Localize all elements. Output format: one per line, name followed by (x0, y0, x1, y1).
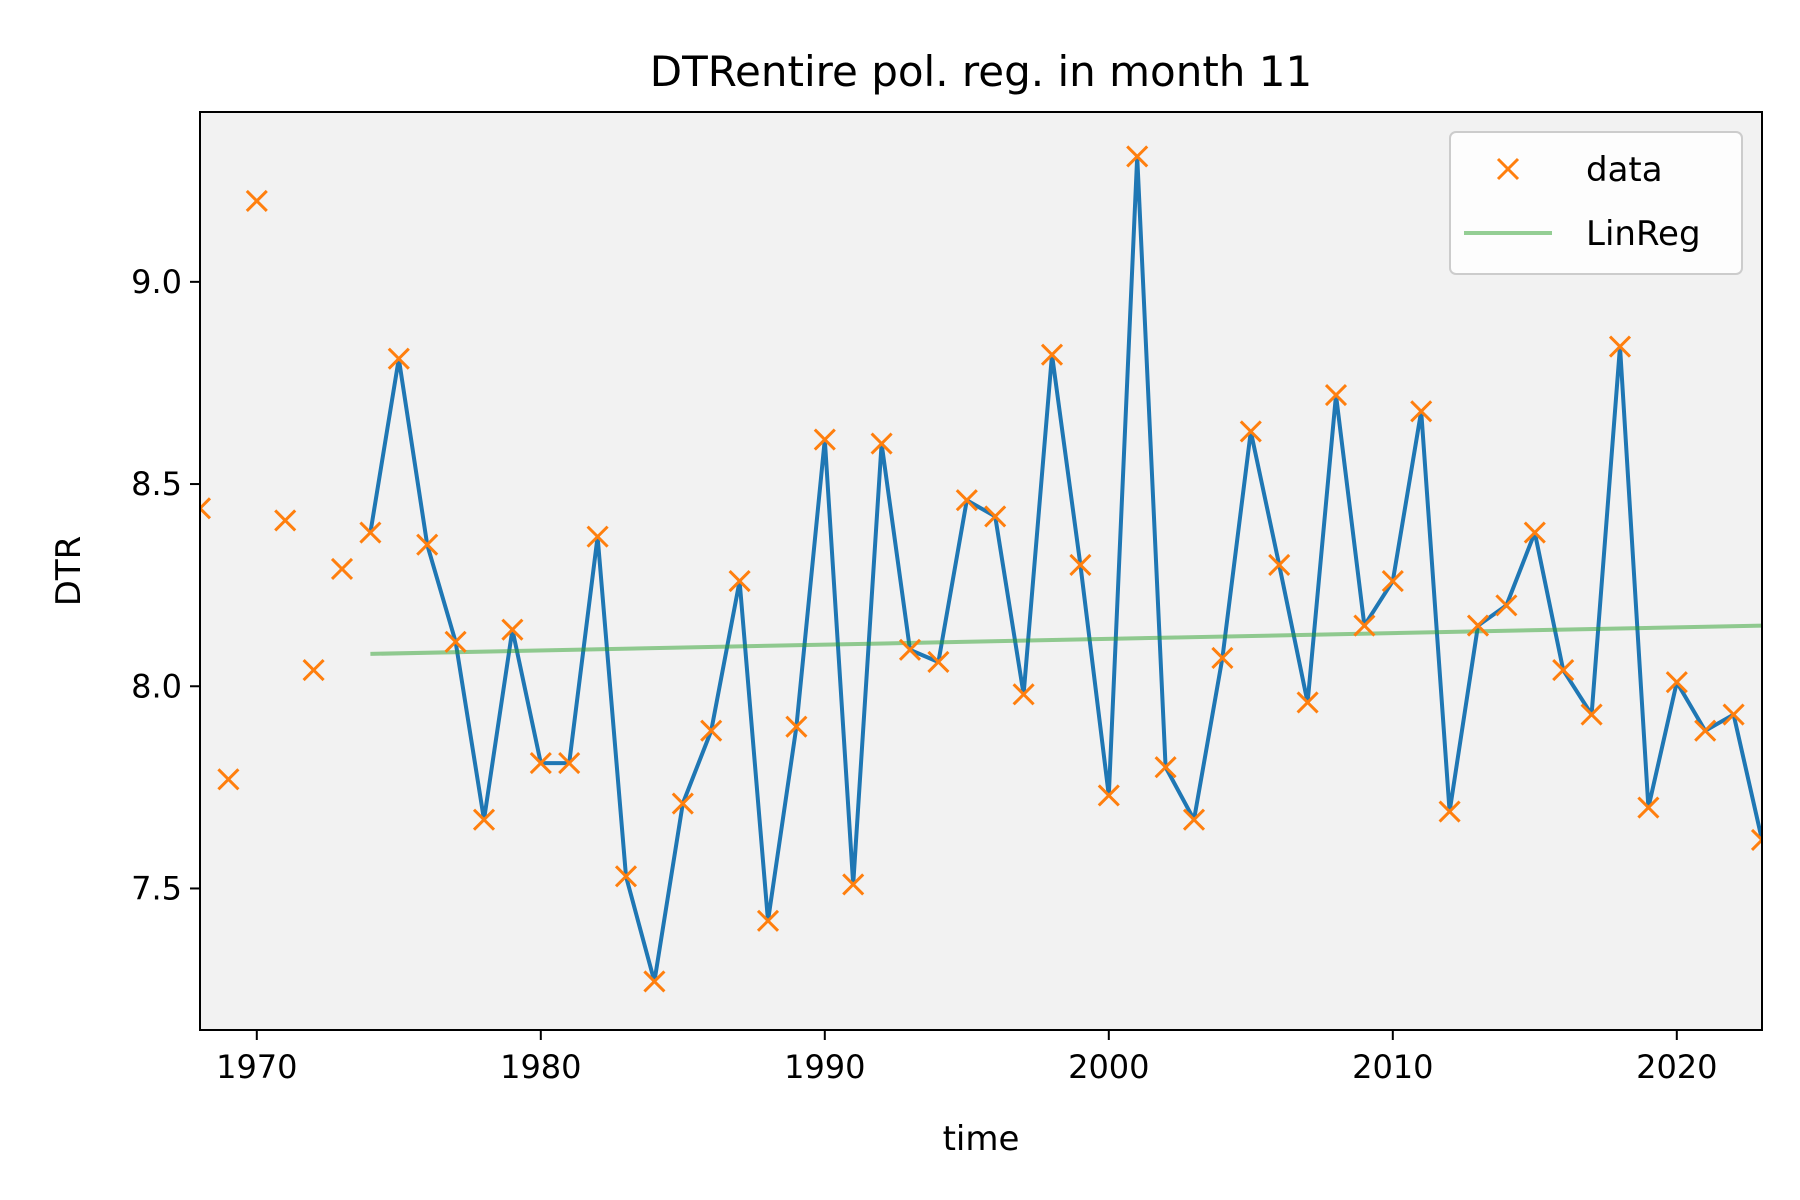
data-point (728, 570, 751, 593)
data-point (1126, 145, 1149, 168)
data-point (1637, 796, 1660, 819)
data-point (643, 970, 666, 993)
data-point (1665, 671, 1688, 694)
data-point (614, 865, 638, 888)
data-point (387, 347, 410, 370)
data-point (1353, 614, 1376, 637)
y-axis-ticks: 7.5 8.0 8.5 9.0 (131, 263, 200, 907)
data-point (955, 489, 978, 512)
data-point (984, 505, 1007, 528)
legend-marker-data (1496, 157, 1520, 181)
legend-label-linreg: LinReg (1586, 214, 1701, 254)
data-point (274, 509, 297, 532)
x-tick-label: 1970 (216, 1048, 297, 1086)
data-point (359, 521, 382, 544)
linreg-line (370, 623, 1762, 656)
data-point (813, 428, 836, 451)
data-point (416, 533, 439, 556)
data-point (529, 752, 552, 775)
data-point (870, 432, 893, 455)
data-point (1580, 703, 1603, 726)
series-layer (200, 145, 1762, 993)
data-point (1523, 521, 1546, 544)
data-point (927, 650, 950, 674)
data-point (756, 909, 780, 932)
data-point (1722, 703, 1745, 726)
data-point (558, 752, 581, 775)
data-point (444, 630, 467, 653)
x-axis-label: time (943, 1119, 1020, 1159)
y-tick-label: 8.5 (131, 465, 182, 503)
data-point (842, 873, 865, 896)
x-axis-ticks: 1970 1980 1990 2000 2010 2020 (216, 1030, 1718, 1086)
data-point (1268, 553, 1291, 576)
data-point (1040, 343, 1064, 366)
y-tick-label: 7.5 (131, 869, 182, 907)
data-point (1324, 384, 1348, 407)
data-point (1154, 756, 1177, 779)
data-point (586, 525, 609, 548)
series-line (368, 154, 1762, 984)
plot-frame (199, 111, 1763, 1031)
data-point (1466, 614, 1490, 637)
data-point (245, 189, 268, 213)
data-point (217, 768, 240, 791)
legend-box (1449, 131, 1743, 275)
data-point (1410, 400, 1433, 423)
x-tick-label: 2000 (1068, 1048, 1149, 1086)
data-point (700, 719, 723, 742)
data-point (1694, 719, 1717, 742)
data-point (1552, 659, 1575, 682)
x-tick-label: 1990 (784, 1048, 865, 1086)
data-point (1750, 828, 1762, 851)
y-axis-label: DTR (49, 536, 89, 607)
data-point (1069, 553, 1092, 576)
data-point (898, 638, 922, 661)
data-point (1381, 570, 1404, 593)
data-point (1097, 784, 1120, 807)
data-point (1438, 800, 1461, 823)
data-point (1211, 646, 1234, 670)
data-point (671, 792, 694, 815)
data-point (1239, 420, 1262, 443)
y-tick-label: 9.0 (131, 263, 182, 301)
data-point (1012, 683, 1035, 706)
legend: data LinReg (1449, 131, 1743, 275)
data-point (1608, 335, 1632, 358)
data-point (1495, 594, 1518, 617)
chart-title: DTRentire pol. reg. in month 11 (650, 47, 1312, 96)
data-point (472, 808, 496, 831)
x-tick-label: 1980 (500, 1048, 581, 1086)
data-point (302, 659, 325, 682)
data-point (1296, 691, 1319, 714)
y-tick-label: 8.0 (131, 667, 182, 705)
data-point (1182, 808, 1206, 831)
x-tick-label: 2020 (1636, 1048, 1717, 1086)
x-tick-label: 2010 (1352, 1048, 1433, 1086)
data-point (330, 557, 354, 581)
data-point (200, 497, 212, 520)
data-point (501, 618, 524, 641)
legend-label-data: data (1586, 150, 1663, 190)
data-point (785, 715, 808, 738)
